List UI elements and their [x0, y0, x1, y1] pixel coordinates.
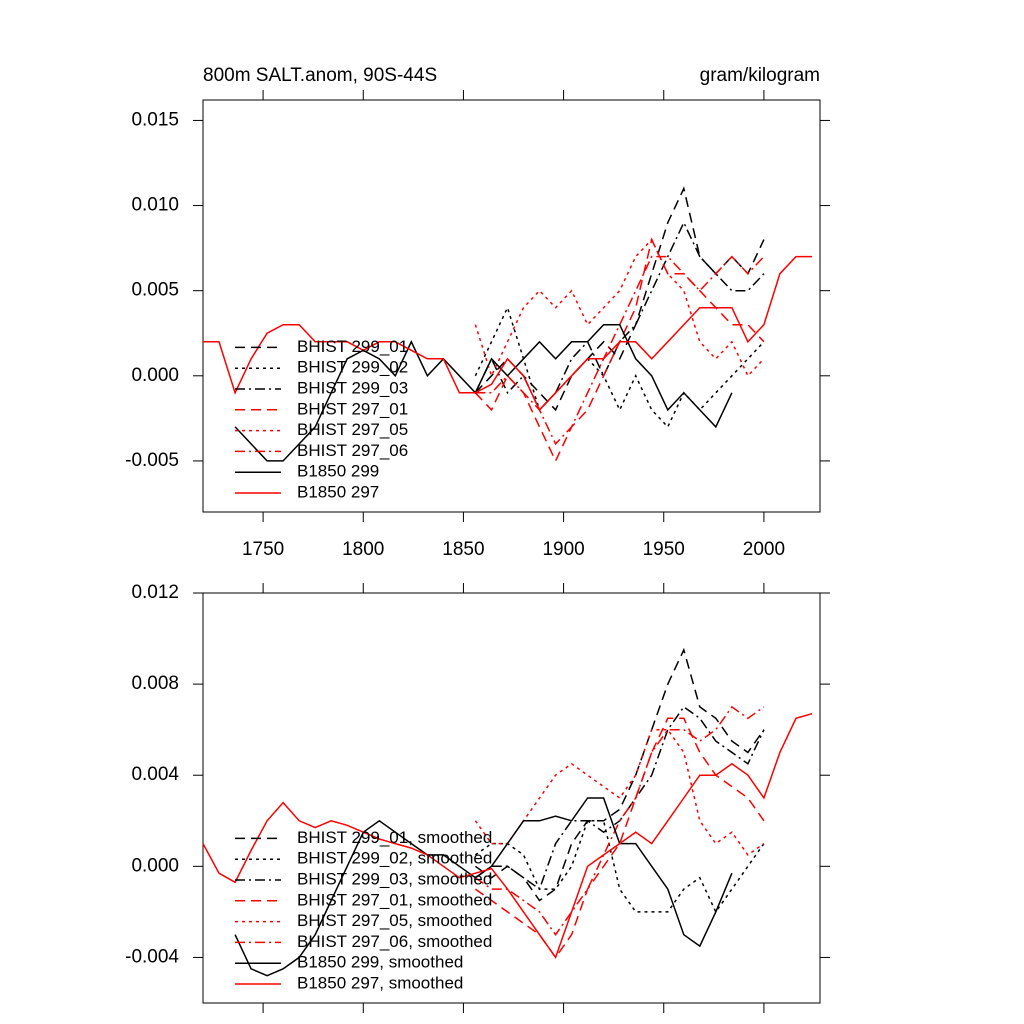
- legend-label: BHIST 297_01, smoothed: [297, 890, 492, 909]
- x-tick-label: 1950: [643, 539, 685, 560]
- series-line: [234, 323, 733, 462]
- legend-label: BHIST 299_02: [297, 358, 408, 377]
- legend-label: B1850 299, smoothed: [297, 953, 463, 972]
- units-label: gram/kilogram: [700, 65, 820, 86]
- x-tick-label: 1900: [542, 539, 584, 560]
- series-line: [474, 728, 765, 856]
- legend-label: B1850 299: [297, 462, 379, 481]
- y-tick-label: 0.005: [131, 280, 179, 301]
- y-tick-label: -0.005: [125, 450, 179, 471]
- x-tick-label: 1800: [342, 539, 384, 560]
- legend-label: BHIST 299_02, smoothed: [297, 849, 492, 868]
- legend-label: BHIST 297_01: [297, 399, 408, 418]
- y-tick-label: 0.015: [131, 109, 179, 130]
- series-line: [474, 238, 765, 378]
- series-line: [474, 820, 765, 914]
- series-line: [474, 717, 765, 959]
- chart-title: 800m SALT.anom, 90S-44S: [203, 65, 437, 86]
- y-tick-label: 0.000: [131, 855, 179, 876]
- plot-frame: [202, 99, 821, 513]
- legend-label: BHIST 297_06, smoothed: [297, 932, 492, 951]
- y-tick-label: 0.012: [131, 582, 179, 603]
- y-tick-label: -0.004: [125, 946, 179, 967]
- legend-label: BHIST 297_05: [297, 420, 408, 439]
- series-line: [234, 797, 733, 977]
- series-line: [202, 712, 813, 960]
- plot-frame: [202, 592, 821, 1004]
- y-tick-label: 0.008: [131, 673, 179, 694]
- legend-label: BHIST 299_03: [297, 378, 408, 397]
- series-line: [474, 705, 765, 891]
- legend-label: B1850 297: [297, 482, 379, 501]
- legend-label: BHIST 297_06: [297, 441, 408, 460]
- series-line: [474, 237, 765, 463]
- series-line: [474, 186, 765, 412]
- legend-label: BHIST 299_03, smoothed: [297, 869, 492, 888]
- legend-label: BHIST 297_05, smoothed: [297, 911, 492, 930]
- y-tick-label: 0.000: [131, 365, 179, 386]
- legend-label: B1850 297, smoothed: [297, 973, 463, 992]
- series-line: [203, 255, 812, 412]
- series-line: [474, 705, 765, 937]
- legend-label: BHIST 299_01: [297, 337, 408, 356]
- x-tick-label: 2000: [743, 539, 785, 560]
- y-tick-label: 0.010: [131, 195, 179, 216]
- x-tick-label: 1750: [242, 539, 284, 560]
- x-tick-label: 1850: [442, 539, 484, 560]
- y-tick-label: 0.004: [131, 764, 179, 785]
- series-line: [474, 647, 765, 902]
- legend-label: BHIST 299_01, smoothed: [297, 828, 492, 847]
